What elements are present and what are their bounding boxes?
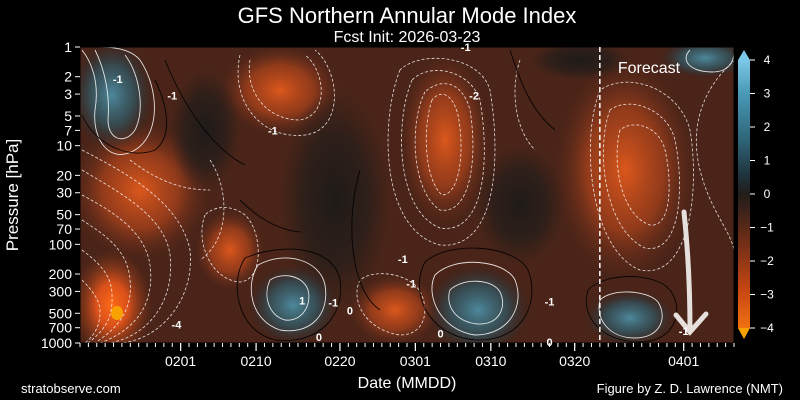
colorbar-tick-label: 0 (764, 187, 771, 201)
contour-label: 0 (437, 328, 443, 340)
y-tick-label: 50 (56, 207, 72, 223)
y-tick-label: 10 (56, 138, 72, 154)
colorbar-tick-label: 1 (764, 154, 771, 168)
contour-label: -1 (461, 42, 471, 54)
contour-label: 0 (316, 332, 322, 344)
x-axis: 0201 0210 0220 0301 0310 0320 0401 (79, 343, 735, 369)
y-axis-label: Pressure [hPa] (3, 139, 22, 251)
y-tick-label: 300 (49, 283, 73, 299)
y-tick-label: 20 (56, 167, 72, 183)
chart-title: GFS Northern Annular Mode Index (238, 3, 577, 28)
x-tick-label: 0220 (324, 353, 355, 369)
colorbar-tick-label: −3 (760, 288, 774, 302)
y-tick-label: 700 (49, 320, 73, 336)
colorbar-tick-label: −1 (760, 221, 774, 235)
y-tick-label: 70 (56, 221, 72, 237)
y-tick-label: 5 (64, 108, 72, 124)
contour-label: 0 (347, 306, 353, 318)
x-tick-label: 0301 (400, 353, 431, 369)
contour-label: -1 (268, 125, 278, 137)
x-axis-label: Date (MMDD) (358, 375, 457, 392)
contour-label: -1 (679, 326, 689, 338)
y-tick-label: 2 (64, 69, 72, 85)
colorbar-bottom-arrow (738, 328, 750, 339)
x-tick-label: 0320 (559, 353, 590, 369)
x-tick-label: 0210 (240, 353, 271, 369)
y-tick-label: 1000 (41, 335, 72, 351)
credit-left: stratobserve.com (21, 381, 121, 396)
contour-label: -1 (398, 254, 408, 266)
downward-arrow-icon (673, 209, 709, 336)
contour-label: -1 (545, 297, 555, 309)
y-tick-label: 30 (56, 185, 72, 201)
x-tick-label: 0201 (165, 353, 196, 369)
x-tick-label: 0310 (475, 353, 506, 369)
y-tick-label: 500 (49, 305, 73, 321)
colorbar-tick-label: 2 (764, 120, 771, 134)
chart-subtitle: Fcst Init: 2026-03-23 (334, 29, 481, 46)
forecast-label: Forecast (618, 60, 681, 77)
colorbar-tick-label: −4 (760, 321, 774, 335)
colorbar-top-arrow (738, 50, 750, 60)
colorbar-tick-label: −2 (760, 254, 774, 268)
contour-label: -1 (406, 279, 416, 291)
contour-label: -1 (113, 74, 123, 86)
contour-label: 1 (299, 295, 305, 307)
x-tick-label: 0401 (668, 353, 699, 369)
contour-label: -1 (328, 298, 338, 310)
colorbar: 4 3 2 1 0 −1 −2 −3 −4 (738, 50, 774, 339)
y-tick-label: 200 (49, 266, 73, 282)
y-tick-label: 100 (49, 236, 73, 252)
colorbar-tick-label: 3 (764, 87, 771, 101)
credit-right: Figure by Z. D. Lawrence (NMT) (597, 381, 783, 396)
contour-label: -4 (172, 320, 183, 332)
y-tick-label: 7 (64, 122, 72, 138)
contour-label: -1 (167, 90, 177, 102)
colorbar-tick-label: 4 (764, 53, 771, 67)
heatmap-field (80, 47, 734, 343)
y-tick-label: 3 (64, 86, 72, 102)
y-tick-label: 1 (64, 39, 72, 55)
contour-label: -2 (469, 90, 479, 102)
